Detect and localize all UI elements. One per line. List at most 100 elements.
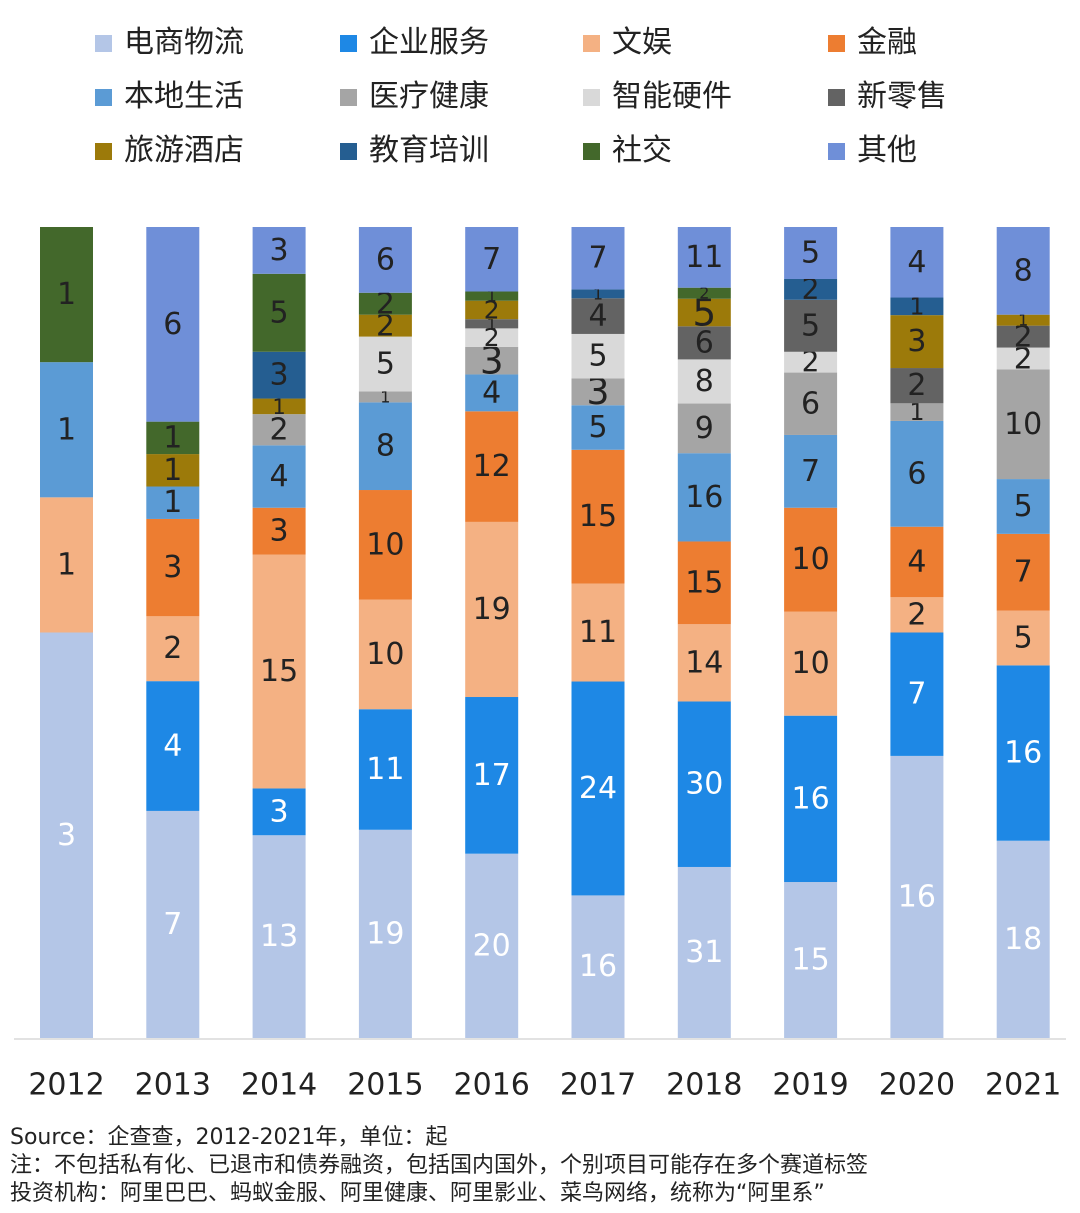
data-label: 16: [579, 949, 617, 984]
bar-segment: [252, 227, 306, 274]
data-label: 1: [380, 387, 390, 406]
data-label: 12: [473, 449, 511, 484]
footnote: 注：不包括私有化、已退市和债券融资，包括国内国外，个别项目可能存在多个赛道标签: [10, 1153, 869, 1178]
legend-item: 文娱: [583, 23, 672, 63]
bar-segment: [571, 449, 625, 584]
data-label: 5: [270, 295, 289, 330]
legend-label: 本地生活: [124, 79, 244, 114]
bar-segment: [358, 227, 412, 293]
data-label: 8: [1014, 253, 1033, 288]
bar-segment: [677, 453, 731, 542]
bar-segment: [252, 398, 306, 415]
data-label: 1: [163, 485, 182, 520]
bar-segment: [677, 403, 731, 454]
bar-segment: [677, 227, 731, 288]
data-label: 10: [792, 646, 830, 681]
data-label: 2: [376, 309, 395, 343]
bar-segment: [571, 895, 625, 1038]
bar-segment: [784, 351, 838, 373]
bar-segment: [571, 298, 625, 334]
bar-segment: [465, 853, 519, 1038]
x-tick-label: 2021: [985, 1068, 1061, 1103]
data-label: 2: [1014, 320, 1033, 354]
bar-segment: [571, 333, 625, 379]
legend-label: 电商物流: [124, 25, 244, 60]
data-label: 5: [1014, 489, 1033, 524]
data-label: 5: [588, 339, 607, 374]
legend-label: 其他: [857, 133, 917, 168]
data-label: 1: [163, 420, 182, 455]
data-label: 1: [593, 284, 603, 303]
data-label: 2: [907, 597, 926, 632]
data-label: 10: [366, 637, 404, 672]
legend-swatch: [95, 88, 112, 106]
bar-segment: [571, 405, 625, 450]
data-label: 17: [473, 758, 511, 793]
x-tick-label: 2016: [454, 1068, 530, 1103]
bar-segment: [252, 835, 306, 1038]
legend-swatch: [828, 88, 845, 106]
data-label: 3: [480, 339, 504, 383]
investors-note: 投资机构：阿里巴巴、蚂蚁金服、阿里健康、阿里影业、菜鸟网络，统称为“阿里系”: [10, 1181, 825, 1206]
bar-segment: [358, 402, 412, 491]
legend-item: 教育培训: [340, 131, 489, 171]
data-label: 4: [482, 375, 501, 410]
bar-segment: [571, 681, 625, 896]
x-tick-label: 2018: [666, 1068, 742, 1103]
data-label: 2: [1014, 342, 1033, 376]
legend-item: 其他: [828, 131, 917, 171]
data-label: 3: [270, 514, 289, 549]
data-label: 11: [685, 240, 723, 275]
data-label: 1: [57, 547, 76, 582]
legend-label: 文娱: [612, 25, 672, 60]
data-label: 13: [260, 919, 298, 954]
bar-segment: [890, 315, 944, 369]
bar-segment: [890, 597, 944, 633]
bar-segment: [677, 866, 731, 1038]
data-label: 4: [588, 299, 607, 334]
bar-segment: [996, 610, 1050, 666]
bar-segment: [146, 421, 200, 455]
legend-label: 新零售: [857, 79, 947, 114]
legend-swatch: [95, 34, 112, 52]
bar-segment: [358, 292, 412, 315]
bar-segment: [252, 273, 306, 352]
legend-item: 金融: [828, 23, 917, 63]
bar-segment: [784, 715, 838, 883]
data-label: 7: [801, 454, 820, 489]
data-label: 16: [685, 480, 723, 515]
bar-segment: [996, 479, 1050, 534]
data-label: 2: [484, 295, 500, 324]
legend-label: 企业服务: [369, 25, 489, 60]
legend-swatch: [340, 142, 357, 160]
bar-segment: [146, 616, 200, 682]
bar-segment: [252, 788, 306, 836]
bar-segment: [890, 403, 944, 421]
data-label: 4: [163, 729, 182, 764]
bar-segment: [40, 497, 93, 633]
bar-segment: [677, 624, 731, 702]
bar-segment: [996, 325, 1050, 348]
legend-swatch: [95, 142, 112, 160]
data-label: 15: [685, 565, 723, 600]
bar-segment: [40, 227, 93, 363]
bar-segment: [465, 291, 519, 301]
bar-segment: [996, 369, 1050, 480]
bar-segment: [784, 278, 838, 300]
data-label: 1: [909, 292, 924, 320]
data-label: 1: [1018, 311, 1028, 330]
data-label: 7: [588, 241, 607, 276]
x-tick-label: 2017: [560, 1068, 636, 1103]
data-label: 5: [801, 308, 820, 343]
x-tick-label: 2019: [772, 1068, 848, 1103]
data-label: 9: [695, 411, 714, 446]
data-label: 7: [482, 242, 501, 277]
data-label: 1: [487, 287, 497, 306]
data-label: 24: [579, 771, 617, 806]
bar-segment: [465, 411, 519, 522]
data-label: 31: [685, 935, 723, 970]
data-label: 10: [1004, 407, 1042, 442]
bar-segment: [784, 227, 838, 279]
bar-segment: [465, 374, 519, 412]
bar-segment: [358, 314, 412, 337]
